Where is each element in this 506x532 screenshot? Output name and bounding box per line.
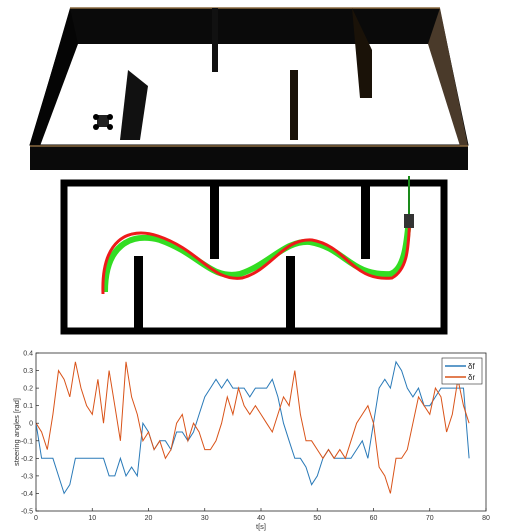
x-ticks: 0 10 20 30 40 50 60 70 80: [34, 508, 490, 522]
reference-path: [102, 217, 412, 293]
x-tick-label: 20: [145, 515, 153, 522]
plot-area: [35, 352, 487, 512]
inner-wall-1: [212, 8, 218, 72]
inner-wall-3: [290, 70, 298, 140]
x-axis-label: t[s]: [256, 522, 266, 531]
y-tick-label: -0.1: [21, 438, 33, 445]
y-tick-label: -0.5: [21, 509, 33, 516]
occupancy-map: [60, 176, 448, 335]
legend-box: [441, 357, 483, 385]
x-tick-label: 0: [34, 515, 38, 522]
y-axis-label: steering angles [rad]: [12, 398, 21, 466]
x-tick-label: 60: [370, 515, 378, 522]
x-tick-label: 70: [426, 515, 434, 522]
map-wall-4: [286, 256, 295, 331]
y-tick-label: -0.3: [21, 473, 33, 480]
x-tick-label: 40: [257, 515, 265, 522]
y-tick-label: -0.4: [21, 491, 33, 498]
legend-label-df: δf: [468, 362, 475, 371]
legend-label-dr: δr: [468, 373, 475, 382]
y-ticks: -0.5 -0.4 -0.3 -0.2 -0.1 0 0.1 0.2 0.3 0.4: [21, 351, 39, 516]
inner-wall-2: [120, 70, 148, 140]
y-tick-label: 0.2: [23, 386, 33, 393]
left-wall: [30, 8, 78, 146]
back-wall: [70, 8, 440, 44]
map-wall-1: [210, 183, 219, 259]
map-wall-2: [361, 183, 370, 259]
legend: δf δr: [441, 357, 483, 385]
x-tick-label: 10: [88, 515, 96, 522]
y-tick-label: 0.1: [23, 403, 33, 410]
series-line-delta-r: [35, 361, 470, 494]
series-layer: [35, 360, 470, 495]
map-wall-3: [134, 256, 143, 331]
robot-trajectory: [101, 217, 412, 295]
front-wall: [30, 146, 468, 170]
robot-marker: [404, 214, 414, 228]
inner-wall-4: [352, 8, 372, 98]
steering-chart: 0 10 20 30 40 50 60 70 80 -0.5-0.4-0.3-0.2-0.100…: [12, 351, 490, 532]
y-tick-label: 0.4: [23, 351, 33, 358]
y-tick-label: -0.2: [21, 456, 33, 463]
x-tick-label: 30: [201, 515, 209, 522]
y-tick-label: 0: [29, 421, 33, 428]
series-line-delta-f: [35, 360, 470, 495]
y-tick-label: 0.3: [23, 368, 33, 375]
x-tick-label: 80: [482, 515, 490, 522]
right-wall: [428, 8, 468, 146]
simulation-scene: [29, 7, 469, 170]
map-outer-walls: [60, 179, 448, 335]
robot-model: [93, 114, 113, 130]
x-tick-label: 50: [313, 515, 321, 522]
